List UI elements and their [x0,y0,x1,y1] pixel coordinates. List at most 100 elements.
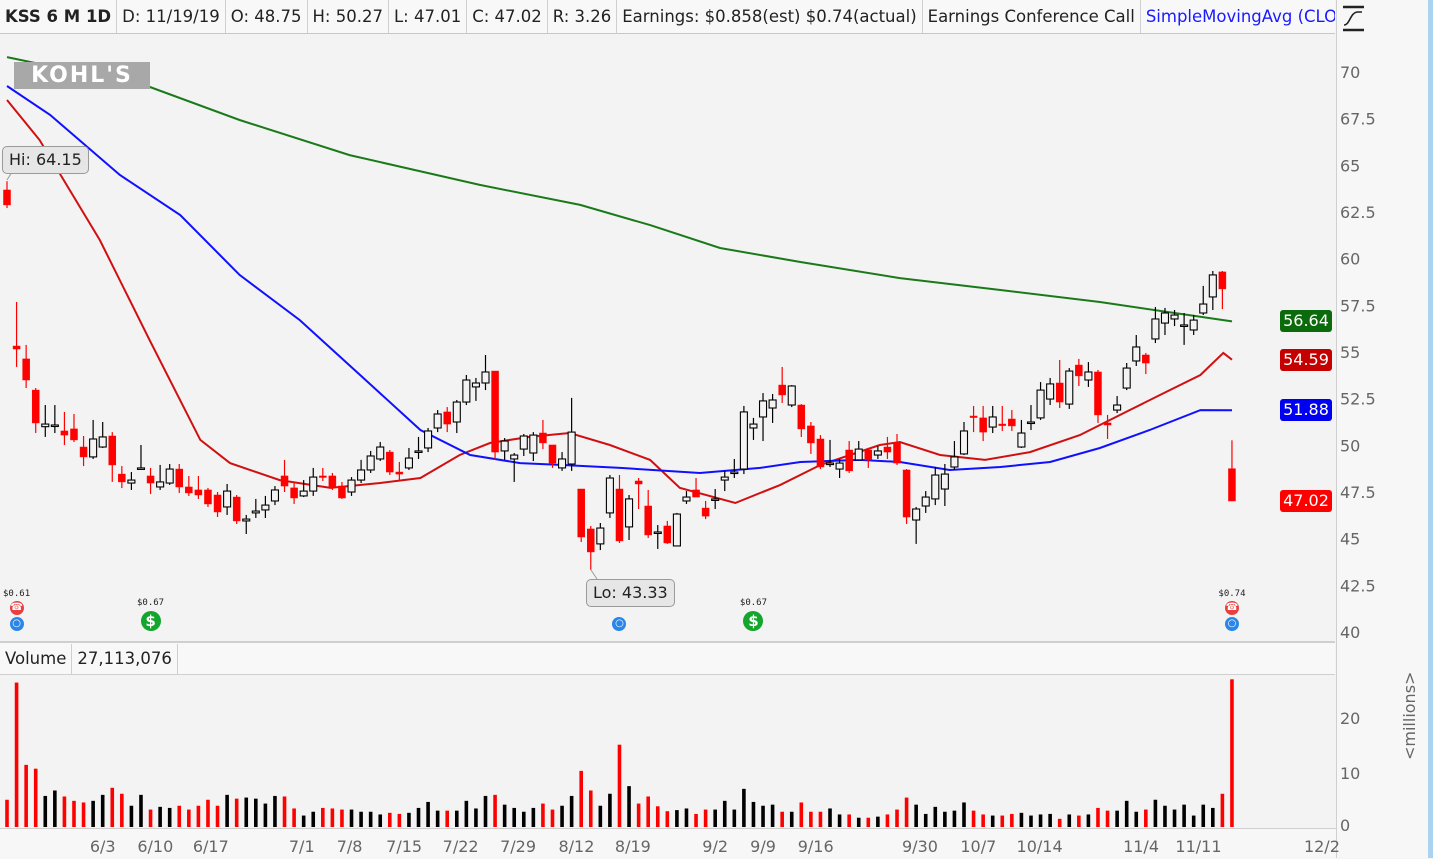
volume-bar [684,808,689,827]
volume-bar [914,804,918,827]
candle-up [1122,367,1131,389]
earnings-readout: Earnings: $0.858(est) $0.74(actual) [617,0,923,33]
candle-down [204,489,212,505]
volume-bar [608,793,612,827]
volume-bar [321,807,325,827]
volume-bar [675,810,679,827]
candle-down [587,528,595,553]
date-tick-label: 10/7 [960,837,996,856]
time-axis [0,828,1336,859]
volume-bar [43,795,48,827]
symbol-label[interactable]: KSS 6 M 1D [0,0,118,33]
volume-bar [531,807,536,827]
volume-bar [483,795,488,827]
volume-bar [560,805,564,827]
study-sma-label[interactable]: SimpleMovingAvg (CLOSE,... [1141,0,1335,33]
volume-bar [1115,810,1119,827]
candle-down [1075,364,1083,377]
volume-bar [655,806,660,827]
phone-icon[interactable]: ☎ [1224,601,1239,615]
candle-up [1132,346,1141,362]
volume-bar [962,802,966,827]
candle-up [261,504,270,511]
date-tick-label: 11/4 [1123,837,1159,856]
volume-bar [397,813,402,827]
volume-bar [1191,815,1196,827]
candle-up [624,498,634,528]
volume-bar [742,788,746,827]
volume-bar [148,809,153,827]
volume-bar [818,811,823,827]
dividend-icon[interactable]: $ [743,611,764,631]
volume-bar [780,811,784,827]
dividend-icon[interactable]: $ [140,611,161,631]
candle-down [3,189,11,206]
volume-bar [292,808,296,827]
candle-up [720,476,729,481]
date-tick-label: 6/3 [90,837,116,856]
candle-down [232,496,241,522]
candle-up [988,416,997,428]
date-tick-label: 9/16 [798,837,834,856]
candle-down [969,415,978,418]
volume-bar [1077,815,1081,827]
candle-up [366,455,375,471]
volume-bar [1201,804,1206,827]
volume-bar [81,802,86,827]
volume-bar [703,809,708,827]
sma-long-badge: 56.64 [1280,310,1332,333]
candle-up [653,531,662,535]
candle-up [739,411,748,470]
volume-bar [215,805,220,827]
volume-bar [569,795,574,827]
candle-up [596,527,605,545]
volume-bar [1010,813,1014,827]
sma-line-sma-short [6,99,1233,505]
date-tick-label: 7/8 [337,837,363,856]
candle-up [424,430,433,449]
date-tick-label: 7/29 [500,837,536,856]
volume-bar [636,803,641,827]
candle-down [577,488,585,538]
volume-bar [62,796,67,827]
volume-bar [981,814,985,827]
lightbulb-icon[interactable]: ○ [1224,617,1239,631]
lightbulb-icon[interactable]: ○ [9,617,24,631]
candle-up [787,385,796,406]
volume-bar [502,804,507,827]
kohls-logo: KOHL'S [14,62,150,89]
chart-style-button[interactable] [1340,4,1370,32]
lightbulb-icon[interactable]: ○ [612,617,627,631]
price-tick-label: 45 [1340,530,1360,549]
candle-down [1142,354,1150,364]
volume-bar [234,798,239,827]
candle-down [290,487,298,499]
volume-bar [1038,814,1043,827]
phone-icon[interactable]: ☎ [9,601,24,615]
date-tick-label: 12/2 [1304,837,1340,856]
candle-up [1046,383,1055,400]
candle-down [634,480,643,485]
candle-up [510,454,519,460]
candle-down [1103,422,1112,426]
candle-down [902,469,911,518]
volume-bar [512,807,517,827]
volume-bar [33,768,38,827]
price-tick-label: 40 [1340,623,1360,642]
high-readout: H: 50.27 [308,0,389,33]
volume-bar [14,682,19,827]
volume-bar [971,810,976,827]
candle-up [452,401,461,423]
date-tick-label: 9/9 [750,837,776,856]
candle-down [108,435,117,466]
price-plot [3,56,1236,570]
volume-bar [722,800,727,827]
volume-header: Volume 27,113,076 [0,641,1335,675]
volume-bar [550,809,555,827]
candle-down [118,473,126,483]
volume-bar [1048,813,1052,827]
candle-down [692,489,700,498]
volume-label[interactable]: Volume [0,643,73,674]
volume-bar [91,800,95,827]
